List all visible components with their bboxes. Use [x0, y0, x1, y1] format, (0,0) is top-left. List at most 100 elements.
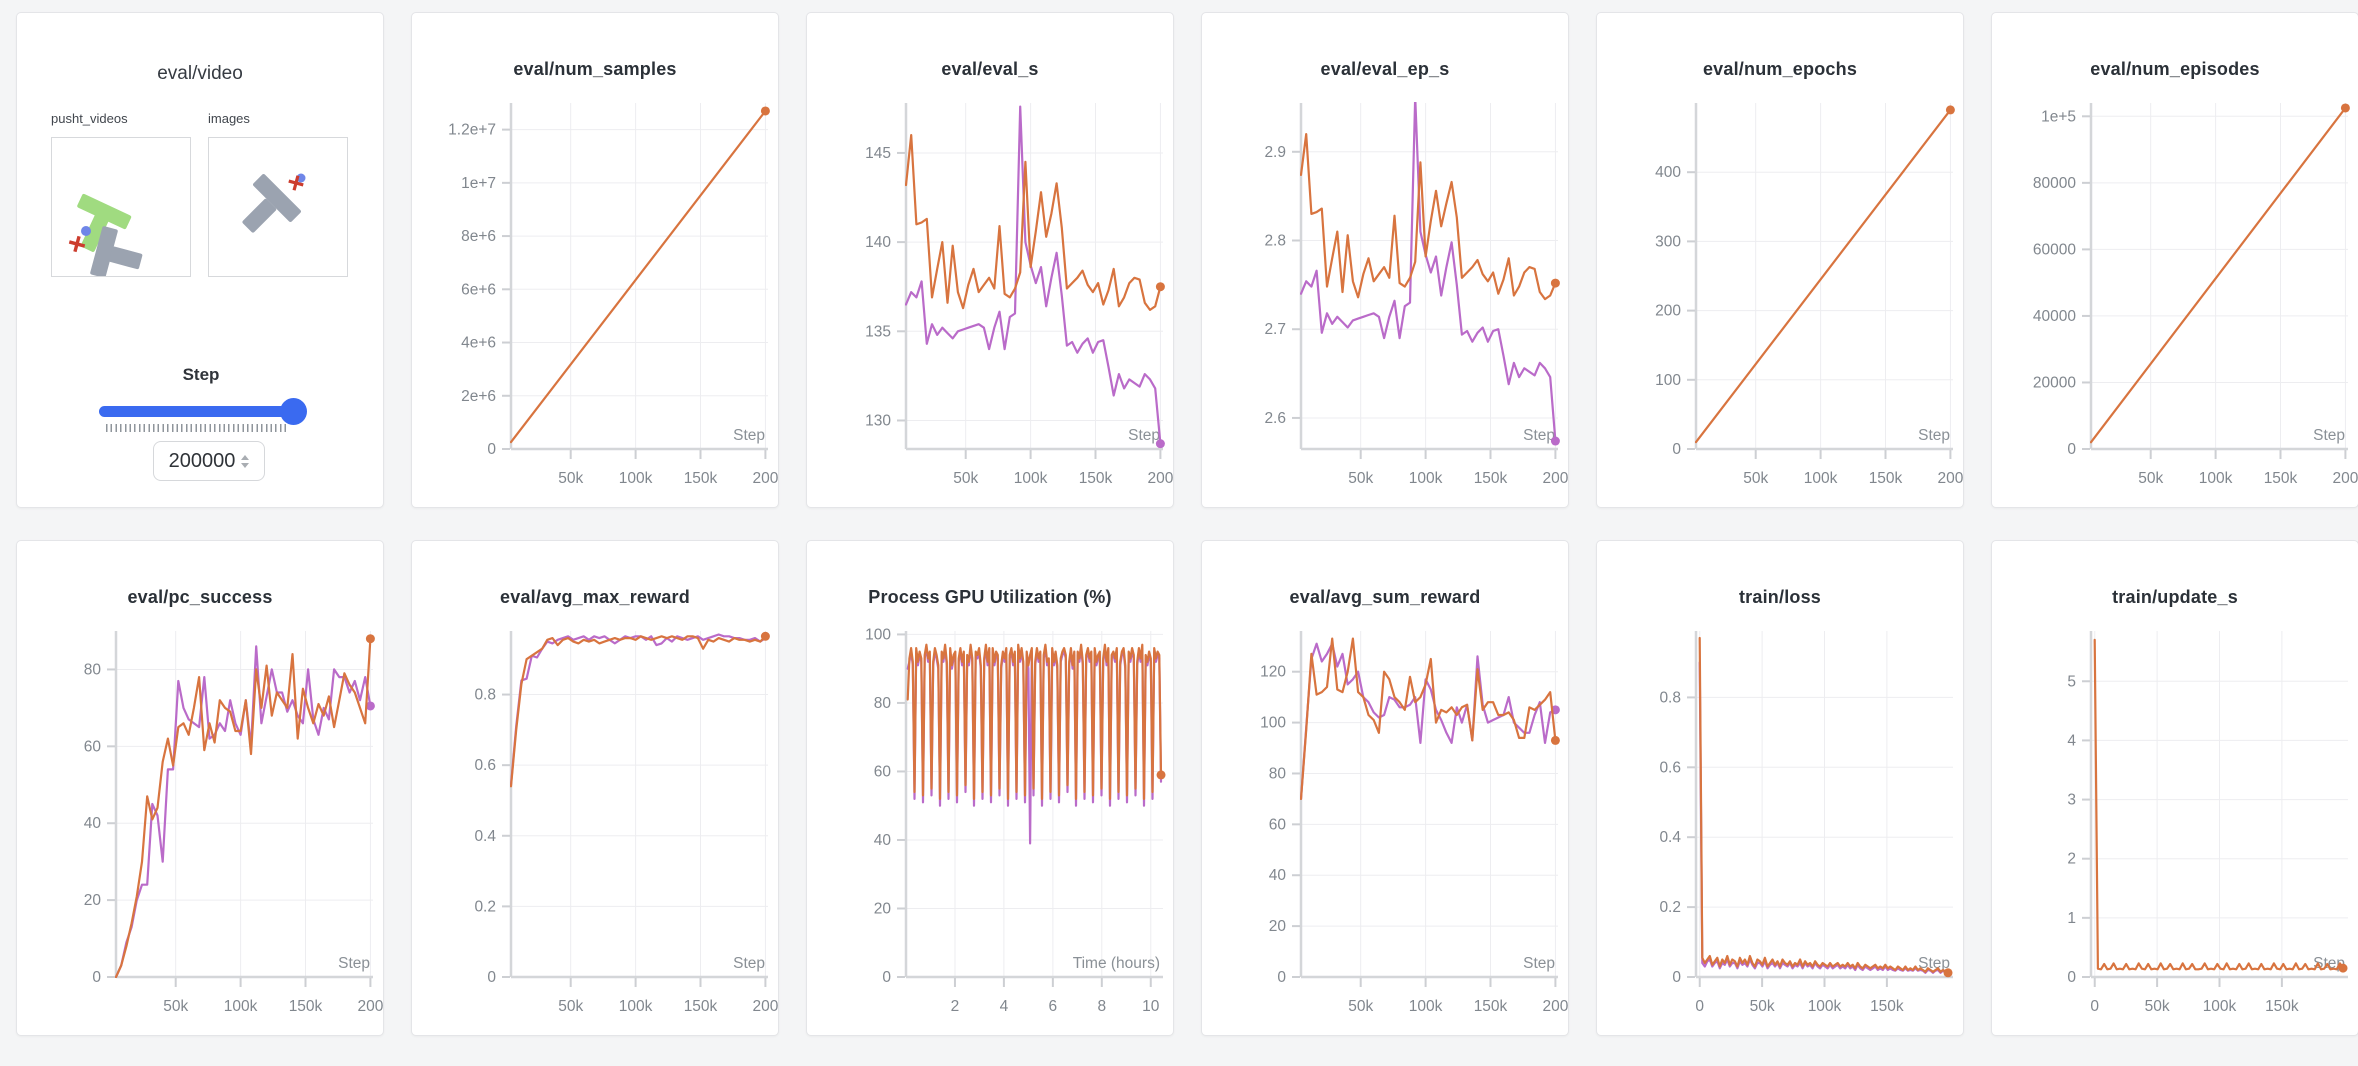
panel-grid: eval/video pusht_videos images [16, 12, 2358, 1036]
svg-text:8: 8 [1097, 998, 1106, 1015]
eval-avg-max-reward-chart[interactable]: 50k 100k 150k 200 0 0.2 0.4 0.6 0.8 Step [412, 617, 780, 1037]
chart-title: eval/pc_success [127, 587, 273, 607]
pusht-video-thumbnail[interactable] [51, 137, 191, 278]
step-slider-track[interactable] [99, 406, 301, 417]
svg-text:6e+6: 6e+6 [461, 281, 496, 298]
target-cross-icon [288, 175, 304, 191]
svg-text:Time (hours): Time (hours) [1073, 955, 1160, 972]
eval-avg-sum-reward-chart[interactable]: 50k 100k 150k 200 0 20 40 60 80 100 120 Step [1202, 617, 1570, 1037]
panel-eval-eval-ep-s[interactable]: eval/eval_ep_s 50k 100k 150k 200 2.6 2.7 2.8 2.… [1201, 12, 1569, 508]
svg-text:100k: 100k [224, 998, 258, 1015]
svg-text:100k: 100k [1014, 470, 1048, 487]
svg-text:0: 0 [1672, 969, 1681, 986]
svg-text:200: 200 [1542, 470, 1568, 487]
svg-text:4: 4 [1000, 998, 1009, 1015]
panel-eval-pc-success[interactable]: eval/pc_success 50k 100k 150k 200 0 20 40 60 80 S… [16, 540, 384, 1036]
svg-text:0.6: 0.6 [1659, 759, 1681, 776]
agent-dot [296, 173, 306, 183]
svg-text:100k: 100k [2199, 470, 2233, 487]
chart-title: eval/eval_ep_s [1320, 59, 1450, 79]
svg-text:50k: 50k [1348, 998, 1373, 1015]
svg-text:Step: Step [2313, 427, 2345, 444]
svg-text:Step: Step [338, 955, 370, 972]
eval-num-samples-chart[interactable]: 50k 100k 150k 200 0 2e+6 4e+6 6e+6 8e+6 1e+7 1.2e+… [412, 89, 780, 509]
svg-text:200: 200 [1937, 470, 1963, 487]
svg-text:80: 80 [1269, 765, 1287, 782]
panel-train-update-s[interactable]: train/update_s 0 50k 100k 150k 0 1 2 3 4 5 Step [1991, 540, 2358, 1036]
svg-text:150k: 150k [1870, 998, 1904, 1015]
svg-text:20: 20 [874, 900, 892, 917]
panel-eval-video[interactable]: eval/video pusht_videos images [16, 12, 384, 508]
svg-text:80: 80 [874, 695, 892, 712]
svg-text:150k: 150k [684, 998, 718, 1015]
svg-text:300: 300 [1655, 233, 1681, 250]
train-loss-chart[interactable]: 0 50k 100k 150k 0 0.2 0.4 0.6 0.8 Step [1597, 617, 1965, 1037]
svg-text:60000: 60000 [2033, 241, 2076, 258]
svg-text:3: 3 [2067, 792, 2076, 809]
panel-gpu-utilization[interactable]: Process GPU Utilization (%) 2 4 6 8 10 0 20 40 6… [806, 540, 1174, 1036]
svg-text:0: 0 [2067, 441, 2076, 458]
svg-text:50k: 50k [1348, 470, 1373, 487]
svg-text:0: 0 [2067, 969, 2076, 986]
panel-eval-num-samples[interactable]: eval/num_samples 50k 100k 150k 200 0 2e+6 4e+6… [411, 12, 779, 508]
chart-title: eval/avg_max_reward [500, 587, 690, 607]
svg-text:50k: 50k [2145, 998, 2170, 1015]
svg-text:8e+6: 8e+6 [461, 228, 496, 245]
svg-text:20000: 20000 [2033, 374, 2076, 391]
svg-text:150k: 150k [1474, 470, 1508, 487]
panel-eval-eval-s[interactable]: eval/eval_s 50k 100k 150k 200 130 135 140 145 St… [806, 12, 1174, 508]
panel-train-loss[interactable]: train/loss 0 50k 100k 150k 0 0.2 0.4 0.6 0.8 Step [1596, 540, 1964, 1036]
svg-text:100: 100 [865, 626, 891, 643]
svg-text:50k: 50k [2138, 470, 2163, 487]
svg-text:Step: Step [733, 955, 765, 972]
chevron-up-icon[interactable] [241, 454, 250, 460]
eval-num-epochs-chart[interactable]: 50k 100k 150k 200 0 100 200 300 400 Step [1597, 89, 1965, 509]
panel-eval-num-episodes[interactable]: eval/num_episodes 50k 100k 150k 200 0 20000 40… [1991, 12, 2358, 508]
thumb-label-pusht-videos: pusht_videos [51, 111, 128, 126]
agent-dot [81, 226, 91, 236]
svg-text:50k: 50k [558, 998, 583, 1015]
step-stepper[interactable] [241, 454, 250, 468]
panel-eval-avg-sum-reward[interactable]: eval/avg_sum_reward 50k 100k 150k 200 0 20 40 6… [1201, 540, 1569, 1036]
svg-text:0: 0 [1277, 969, 1286, 986]
step-slider-thumb[interactable] [280, 398, 307, 425]
step-value-input[interactable]: 200000 [153, 441, 265, 481]
panel-eval-avg-max-reward[interactable]: eval/avg_max_reward 50k 100k 150k 200 0 0.2 0.… [411, 540, 779, 1036]
svg-text:50k: 50k [1743, 470, 1768, 487]
chart-title: eval/num_episodes [2090, 59, 2260, 79]
svg-text:0: 0 [92, 969, 101, 986]
svg-text:100k: 100k [2203, 998, 2237, 1015]
svg-text:10: 10 [1142, 998, 1160, 1015]
svg-text:0.4: 0.4 [1659, 829, 1681, 846]
svg-text:100k: 100k [1804, 470, 1838, 487]
images-thumbnail[interactable] [208, 137, 348, 277]
eval-eval-ep-s-chart[interactable]: 50k 100k 150k 200 2.6 2.7 2.8 2.9 Step [1202, 89, 1570, 509]
svg-text:60: 60 [84, 738, 102, 755]
chevron-down-icon[interactable] [241, 462, 250, 468]
svg-text:2: 2 [2067, 851, 2076, 868]
chart-title: Process GPU Utilization (%) [868, 587, 1112, 607]
chart-title: eval/num_samples [513, 59, 677, 79]
svg-text:120: 120 [1260, 664, 1286, 681]
eval-pc-success-chart[interactable]: 50k 100k 150k 200 0 20 40 60 80 Step [17, 617, 385, 1037]
panel-eval-num-epochs[interactable]: eval/num_epochs 50k 100k 150k 200 0 100 200 300… [1596, 12, 1964, 508]
eval-eval-s-chart[interactable]: 50k 100k 150k 200 130 135 140 145 Step [807, 89, 1175, 509]
svg-text:2.6: 2.6 [1264, 410, 1286, 427]
eval-num-episodes-chart[interactable]: 50k 100k 150k 200 0 20000 40000 60000 80000 1e+5 S… [1992, 89, 2358, 509]
step-slider-ruler [106, 424, 289, 432]
svg-text:Step: Step [733, 427, 765, 444]
media-panel-title: eval/video [157, 63, 243, 84]
svg-text:0.4: 0.4 [474, 828, 496, 845]
svg-text:2.9: 2.9 [1264, 144, 1286, 161]
svg-text:100k: 100k [1409, 998, 1443, 1015]
svg-text:135: 135 [865, 323, 891, 340]
chart-title: eval/num_epochs [1702, 59, 1858, 79]
svg-text:200: 200 [2332, 470, 2358, 487]
svg-text:200: 200 [752, 998, 778, 1015]
svg-text:Step: Step [1918, 955, 1950, 972]
svg-text:0.2: 0.2 [474, 898, 496, 915]
svg-text:200: 200 [1655, 303, 1681, 320]
svg-text:130: 130 [865, 412, 891, 429]
